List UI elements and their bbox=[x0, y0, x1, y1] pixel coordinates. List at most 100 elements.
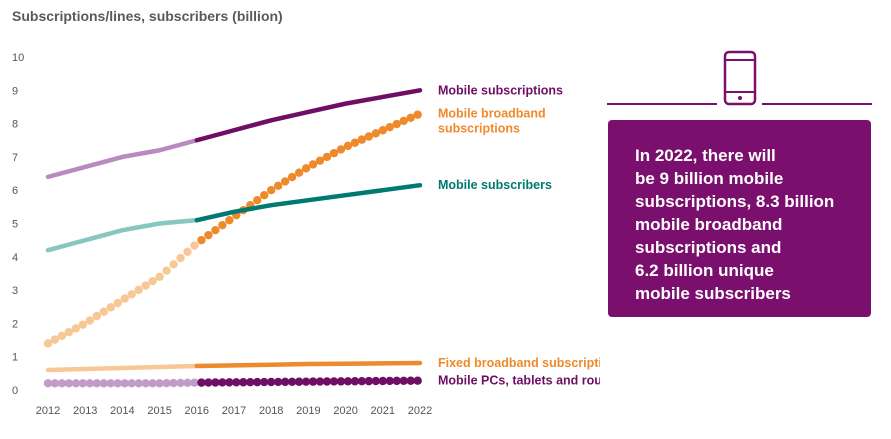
series-forecast-line bbox=[194, 182, 423, 223]
info-line: mobile broadband bbox=[635, 215, 783, 234]
series-history-line bbox=[45, 363, 200, 373]
series-label: Mobile broadband subscriptions bbox=[438, 107, 546, 136]
series-point bbox=[162, 379, 171, 388]
y-tick-label: 3 bbox=[12, 285, 18, 297]
x-tick-label: 2014 bbox=[110, 405, 134, 417]
series-point bbox=[294, 377, 304, 386]
series-point bbox=[155, 272, 164, 281]
y-tick-label: 4 bbox=[12, 252, 18, 264]
chart-title: Subscriptions/lines, subscribers (billio… bbox=[12, 8, 283, 24]
y-tick-label: 9 bbox=[12, 85, 18, 97]
series-point bbox=[336, 377, 346, 386]
series-point bbox=[148, 379, 157, 388]
series-point bbox=[392, 376, 401, 386]
series-point bbox=[134, 379, 143, 388]
series-point bbox=[99, 379, 109, 388]
series-point bbox=[239, 378, 248, 387]
series-point bbox=[204, 378, 213, 387]
series-point bbox=[197, 378, 206, 387]
series-point bbox=[294, 168, 304, 177]
series-forecast-line bbox=[194, 360, 423, 369]
series-point bbox=[399, 116, 408, 126]
series-point bbox=[225, 378, 234, 387]
series-point bbox=[176, 378, 185, 388]
series-point bbox=[43, 339, 53, 348]
series-point bbox=[350, 138, 360, 147]
series-point bbox=[78, 320, 88, 329]
series-point bbox=[371, 376, 381, 386]
series-point bbox=[218, 378, 227, 387]
series-point bbox=[120, 379, 129, 388]
series-label: Mobile subscriptions bbox=[438, 83, 563, 97]
series-point bbox=[232, 378, 241, 387]
series-point bbox=[211, 225, 220, 235]
series-point bbox=[50, 335, 60, 344]
series-point bbox=[308, 377, 318, 386]
x-tick-label: 2022 bbox=[408, 405, 432, 417]
series-point bbox=[141, 379, 150, 388]
smartphone-icon bbox=[723, 50, 757, 106]
x-tick-label: 2012 bbox=[36, 405, 60, 417]
series-point bbox=[280, 377, 290, 387]
series-forecast-line bbox=[194, 88, 423, 143]
series-history-line bbox=[45, 138, 200, 180]
series-point bbox=[246, 377, 255, 387]
series-point bbox=[57, 331, 67, 341]
series-point bbox=[406, 113, 415, 122]
series-4 bbox=[43, 376, 422, 388]
y-tick-label: 0 bbox=[12, 385, 18, 397]
info-box: In 2022, there will be 9 billion mobile … bbox=[608, 120, 871, 317]
x-tick-label: 2019 bbox=[296, 405, 320, 417]
series-point bbox=[176, 253, 185, 263]
series-point bbox=[85, 316, 95, 325]
series-point bbox=[273, 181, 283, 191]
series-label: Mobile PCs, tablets and routers bbox=[438, 374, 600, 388]
x-tick-label: 2016 bbox=[185, 405, 209, 417]
series-0 bbox=[45, 88, 423, 180]
y-tick-label: 5 bbox=[12, 219, 18, 231]
series-point bbox=[371, 129, 381, 138]
info-line: mobile subscribers bbox=[635, 284, 791, 303]
y-tick-label: 8 bbox=[12, 119, 18, 131]
series-point bbox=[287, 377, 297, 387]
series-point bbox=[315, 377, 325, 386]
series-point bbox=[64, 327, 74, 337]
series-point bbox=[211, 378, 220, 387]
series-point bbox=[225, 215, 234, 225]
series-point bbox=[329, 148, 339, 158]
series-point bbox=[413, 376, 422, 385]
series-point bbox=[162, 266, 171, 275]
series-point bbox=[385, 376, 394, 386]
series-2 bbox=[45, 182, 423, 253]
series-point bbox=[71, 379, 81, 388]
series-1 bbox=[43, 110, 422, 348]
x-axis-ticks: 2012 2013 2014 2015 2016 2017 2018 2019 2020 2021… bbox=[36, 405, 432, 417]
series-point bbox=[336, 145, 346, 154]
series-point bbox=[308, 160, 318, 169]
series-point bbox=[127, 290, 136, 299]
series-point bbox=[169, 378, 178, 388]
series-point bbox=[267, 186, 276, 195]
series-point bbox=[253, 377, 262, 387]
info-line: In 2022, there will bbox=[635, 146, 776, 165]
series-point bbox=[378, 376, 387, 386]
series-point bbox=[267, 377, 276, 387]
series-point bbox=[322, 152, 332, 162]
series-point bbox=[197, 235, 206, 245]
series-point bbox=[287, 172, 297, 182]
series-point bbox=[183, 247, 192, 257]
series-point bbox=[92, 379, 102, 388]
series-point bbox=[301, 164, 311, 173]
series-point bbox=[71, 324, 81, 333]
series-label: Mobile subscribers bbox=[438, 178, 552, 192]
series-3 bbox=[45, 360, 423, 373]
series-point bbox=[329, 377, 339, 386]
series-point bbox=[378, 126, 387, 135]
series-point bbox=[148, 276, 157, 286]
x-tick-label: 2017 bbox=[222, 405, 246, 417]
series-point bbox=[273, 377, 283, 387]
series-point bbox=[218, 220, 227, 230]
series-point bbox=[92, 311, 102, 321]
series-point bbox=[99, 307, 109, 316]
